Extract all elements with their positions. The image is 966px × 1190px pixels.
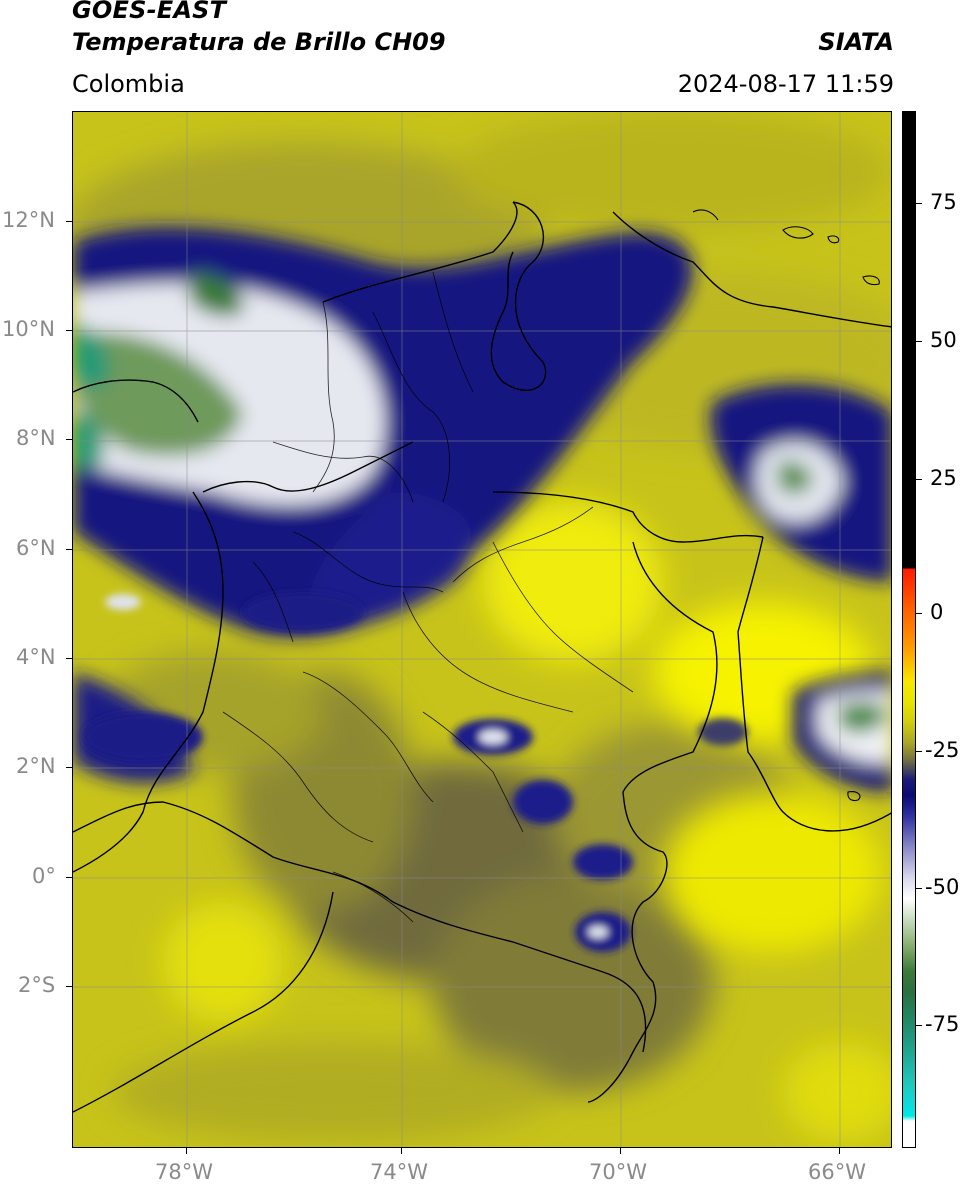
colorbar-tick (916, 341, 922, 342)
colorbar-label: -50 (925, 875, 960, 899)
colorbar (902, 111, 916, 1148)
lon-label: 78°W (155, 1160, 213, 1184)
lon-tick (401, 1148, 402, 1154)
lon-tick (620, 1148, 621, 1154)
scattered-convection (83, 592, 748, 952)
lon-tick (839, 1148, 840, 1154)
lat-label: 2°S (18, 973, 56, 997)
product-title: Temperatura de Brillo CH09 (72, 28, 446, 56)
lat-tick (66, 439, 72, 440)
island-outlines (692, 209, 880, 802)
lat-label: 8°N (16, 426, 56, 450)
colorbar-tick (916, 751, 922, 752)
colorbar-gradient (903, 112, 915, 1147)
colorbar-tick (916, 613, 922, 614)
colorbar-label: -25 (925, 738, 960, 762)
lat-label: 4°N (16, 645, 56, 669)
department-borders (222, 271, 634, 923)
datetime-label: 2024-08-17 11:59 (677, 70, 894, 98)
lat-tick (66, 986, 72, 987)
source-label: SIATA (818, 28, 894, 56)
lat-tick (66, 658, 72, 659)
graticule (73, 112, 891, 1147)
colorbar-tick (916, 479, 922, 480)
lat-label: 2°N (16, 754, 56, 778)
lat-tick (66, 877, 72, 878)
cloud-system-east (710, 383, 891, 792)
lat-label: 0° (32, 864, 56, 888)
colorbar-label: 25 (930, 466, 957, 490)
region-label: Colombia (72, 70, 185, 98)
lat-label: 12°N (2, 208, 55, 232)
colorbar-label: 75 (930, 190, 957, 214)
colorbar-tick (916, 888, 922, 889)
colorbar-label: 0 (930, 600, 944, 624)
lon-label: 70°W (589, 1160, 647, 1184)
lat-label: 6°N (16, 536, 56, 560)
cloud-system-northwest (73, 227, 693, 783)
colorbar-tick (916, 203, 922, 204)
lat-label: 10°N (2, 317, 55, 341)
colorbar-label: -75 (925, 1012, 960, 1036)
lat-tick (66, 549, 72, 550)
lon-label: 74°W (370, 1160, 428, 1184)
satellite-title: GOES-EAST (72, 0, 227, 24)
map-svg (73, 112, 891, 1147)
colorbar-tick (916, 1025, 922, 1026)
colorbar-label: 50 (930, 328, 957, 352)
lat-tick (66, 221, 72, 222)
lon-label: 66°W (808, 1160, 866, 1184)
lat-tick (66, 330, 72, 331)
lat-tick (66, 767, 72, 768)
country-borders (73, 201, 891, 1113)
brightness-temperature-map (72, 111, 892, 1148)
lon-tick (186, 1148, 187, 1154)
